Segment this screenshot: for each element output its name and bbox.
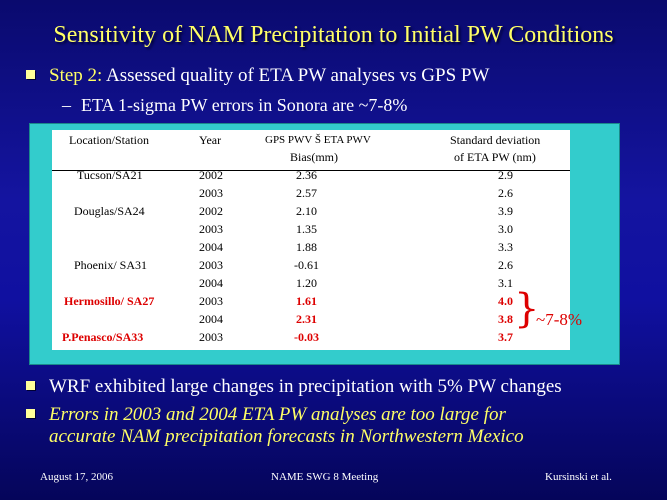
footer-date: August 17, 2006 <box>40 471 114 483</box>
table-header: Location/Station Year GPS PWV Š ETA PWV … <box>52 130 570 171</box>
cell-station: Hermosillo/ SA27 <box>64 294 155 308</box>
slide-title: Sensitivity of NAM Precipitation to Init… <box>53 22 614 48</box>
header-sd-line2: of ETA PW (nm) <box>454 150 536 164</box>
bullet-wrf: WRF exhibited large changes in precipita… <box>26 376 562 398</box>
header-bias-line1: GPS PWV Š ETA PWV <box>265 134 371 146</box>
cell-bias: 1.35 <box>296 222 317 236</box>
cell-year: 2003 <box>199 330 223 344</box>
cell-station: Douglas/SA24 <box>74 204 145 218</box>
cell-sd: 3.1 <box>498 276 513 290</box>
bullet-errors-line1: Errors in 2003 and 2004 ETA PW analyses … <box>49 404 506 425</box>
cell-bias: 1.61 <box>296 294 317 308</box>
footer-meeting: NAME SWG 8 Meeting <box>271 471 379 483</box>
cell-sd: 2.9 <box>498 168 513 182</box>
step-text: Assessed quality of ETA PW analyses vs G… <box>102 65 490 86</box>
cell-bias: -0.03 <box>294 330 319 344</box>
cell-sd: 3.7 <box>498 330 513 344</box>
step-label: Step 2: <box>49 65 103 86</box>
cell-bias: 2.57 <box>296 186 317 200</box>
right-brace-icon: } <box>514 286 540 332</box>
bullet-square-icon <box>26 409 35 419</box>
cell-bias: 2.31 <box>296 312 317 326</box>
cell-sd: 2.6 <box>498 258 513 272</box>
header-bias-line2: Bias(mm) <box>290 150 338 164</box>
cell-sd: 2.6 <box>498 186 513 200</box>
sub-bullet-text: ETA 1-sigma PW errors in Sonora are ~7-8… <box>81 95 408 115</box>
cell-bias: 1.20 <box>296 276 317 290</box>
sub-bullet-sigma: – ETA 1-sigma PW errors in Sonora are ~7-… <box>62 95 407 116</box>
header-year: Year <box>199 133 222 147</box>
cell-year: 2003 <box>199 294 223 308</box>
cell-bias: 2.36 <box>296 168 317 182</box>
cell-bias: 2.10 <box>296 204 317 218</box>
cell-sd: 3.9 <box>498 204 513 218</box>
cell-year: 2004 <box>199 276 223 290</box>
cell-year: 2003 <box>199 222 223 236</box>
bullet-step2: Step 2: Assessed quality of ETA PW analy… <box>26 65 489 87</box>
cell-sd: 3.0 <box>498 222 513 236</box>
header-sd-line1: Standard deviation <box>450 133 541 147</box>
bullet-wrf-text: WRF exhibited large changes in precipita… <box>49 376 562 397</box>
cell-sd: 3.3 <box>498 240 513 254</box>
cell-sd: 4.0 <box>498 294 513 308</box>
bullet-errors: Errors in 2003 and 2004 ETA PW analyses … <box>26 404 524 448</box>
cell-year: 2002 <box>199 204 223 218</box>
bullet-errors-line2: accurate NAM precipitation forecasts in … <box>49 426 524 447</box>
cell-year: 2003 <box>199 258 223 272</box>
bullet-square-icon <box>26 381 35 391</box>
header-station: Location/Station <box>69 133 149 147</box>
footer-author: Kursinski et al. <box>545 471 612 483</box>
cell-bias: -0.61 <box>294 258 319 272</box>
cell-sd: 3.8 <box>498 312 513 326</box>
cell-station: Phoenix/ SA31 <box>74 258 148 272</box>
cell-year: 2004 <box>199 240 223 254</box>
bullet-square-icon <box>26 70 35 80</box>
dash-icon: – <box>62 95 71 115</box>
cell-year: 2002 <box>199 168 223 182</box>
cell-year: 2004 <box>199 312 223 326</box>
cell-station: P.Penasco/SA33 <box>62 330 144 344</box>
cell-year: 2003 <box>199 186 223 200</box>
error-range-note: ~7-8% <box>536 310 583 329</box>
cell-bias: 1.88 <box>296 240 317 254</box>
cell-station: Tucson/SA21 <box>77 168 143 182</box>
pw-table: Location/Station Year GPS PWV Š ETA PWV … <box>52 130 570 350</box>
